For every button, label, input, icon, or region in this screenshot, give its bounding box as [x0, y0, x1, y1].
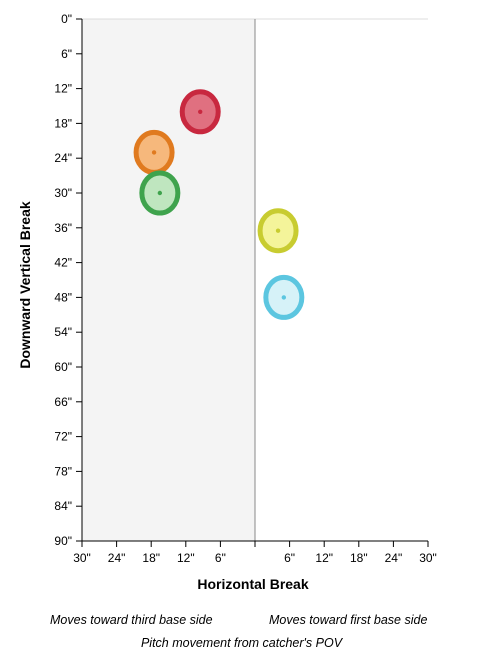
y-tick-label: 48" — [54, 290, 72, 304]
y-tick-label: 0" — [61, 12, 72, 26]
pitch-markers — [133, 89, 305, 320]
y-tick-label: 66" — [54, 395, 72, 409]
y-tick-label: 30" — [54, 186, 72, 200]
chart-caption: Pitch movement from catcher's POV — [140, 636, 343, 650]
y-tick-label: 12" — [54, 82, 72, 96]
y-tick-label: 54" — [54, 325, 72, 339]
y-tick-label: 78" — [54, 464, 72, 478]
y-tick-label: 90" — [54, 534, 72, 548]
y-tick-label: 42" — [54, 256, 72, 270]
x-tick-label: 12" — [177, 551, 195, 565]
x-tick-label: 6" — [284, 551, 295, 565]
pitch-marker-center — [151, 150, 157, 155]
y-axis-ticks: 0" 6" 12" 18" 24" 30" 36" 42" 48" 54" 60" 66" 72" 78"… — [54, 12, 82, 548]
y-tick-label: 72" — [54, 430, 72, 444]
y-tick-label: 18" — [54, 116, 72, 130]
x-tick-label: 18" — [350, 551, 368, 565]
pitch-marker-center — [281, 295, 287, 300]
y-tick-label: 36" — [54, 221, 72, 235]
x-tick-label: 24" — [385, 551, 403, 565]
x-tick-label: 30" — [419, 551, 437, 565]
x-tick-label: 12" — [315, 551, 333, 565]
y-tick-label: 84" — [54, 499, 72, 513]
pitch-marker-center — [157, 190, 163, 196]
y-tick-label: 24" — [54, 151, 72, 165]
y-axis-title: Downward Vertical Break — [17, 201, 33, 369]
third-base-side-note: Moves toward third base side — [50, 613, 213, 627]
x-axis-ticks: 30" 24" 18" 12" 6" 6" 12" 18" 24" 30" — [73, 541, 437, 565]
x-tick-label: 6" — [215, 551, 226, 565]
third-base-side-shade — [82, 19, 255, 541]
first-base-side-note: Moves toward first base side — [269, 613, 428, 627]
y-tick-label: 6" — [61, 47, 72, 61]
x-tick-label: 18" — [142, 551, 160, 565]
x-axis-title: Horizontal Break — [197, 576, 308, 592]
pitch-marker-center — [275, 228, 281, 233]
x-tick-label: 24" — [108, 551, 126, 565]
y-tick-label: 60" — [54, 360, 72, 374]
x-tick-label: 30" — [73, 551, 91, 565]
pitch-marker-center — [198, 109, 203, 115]
